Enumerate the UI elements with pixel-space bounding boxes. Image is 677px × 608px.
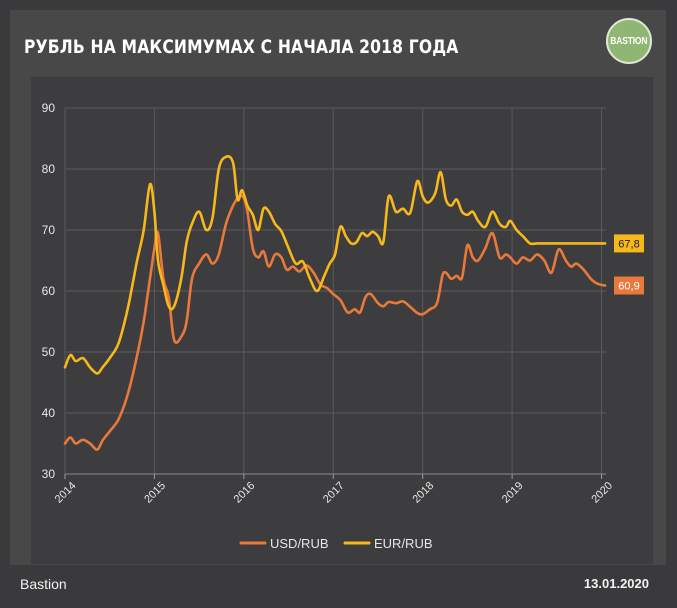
legend-label-eur-rub: EUR/RUB <box>374 536 433 551</box>
x-tick-label-2020: 2020 <box>589 480 615 506</box>
logo-text: BASTION <box>610 35 648 47</box>
series-line-usd-rub <box>63 194 607 451</box>
series-line-eur-rub <box>63 155 607 375</box>
y-tick-label-30: 30 <box>42 467 56 481</box>
x-tick-label-2017: 2017 <box>321 480 347 506</box>
footer-source: Bastion <box>20 576 67 592</box>
end-label-usd-rub: 60,9 <box>618 281 639 293</box>
bastion-logo: BASTION <box>606 18 652 64</box>
legend-label-usd-rub: USD/RUB <box>270 536 329 551</box>
x-tick-label-2018: 2018 <box>410 480 436 506</box>
end-badge-eur-rub <box>614 234 644 253</box>
end-badge-usd-rub <box>614 276 644 295</box>
chart-title: РУБЛЬ НА МАКСИМУМАХ С НАЧАЛА 2018 ГОДА <box>24 36 459 58</box>
y-tick-label-90: 90 <box>42 101 56 115</box>
line-chart: 30 40 50 60 70 80 90 2014 2015 2016 2017 2018 2019 20… <box>42 101 644 551</box>
chart-card: РУБЛЬ НА МАКСИМУМАХ С НАЧАЛА 2018 ГОДА B… <box>10 10 666 565</box>
plot-panel <box>31 77 653 564</box>
y-tick-label-80: 80 <box>42 162 56 176</box>
x-tick-label-2019: 2019 <box>500 480 526 506</box>
y-tick-label-50: 50 <box>42 345 56 359</box>
y-tick-label-60: 60 <box>42 284 56 298</box>
y-tick-label-70: 70 <box>42 223 56 237</box>
x-tick-label-2015: 2015 <box>142 480 168 506</box>
footer-date: 13.01.2020 <box>583 576 649 591</box>
y-tick-label-40: 40 <box>42 406 56 420</box>
end-label-eur-rub: 67,8 <box>618 238 639 250</box>
x-tick-label-2016: 2016 <box>232 480 258 506</box>
x-tick-label-2014: 2014 <box>53 480 79 506</box>
